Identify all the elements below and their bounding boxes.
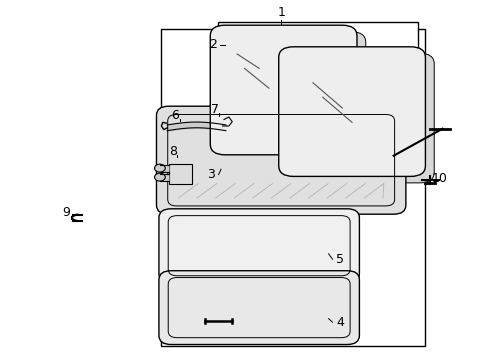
Text: 4: 4 bbox=[335, 316, 343, 329]
Text: 5: 5 bbox=[335, 253, 343, 266]
FancyBboxPatch shape bbox=[159, 209, 359, 283]
Polygon shape bbox=[222, 117, 232, 126]
Text: 7: 7 bbox=[211, 103, 219, 116]
Text: 9: 9 bbox=[62, 206, 70, 219]
FancyBboxPatch shape bbox=[156, 106, 405, 214]
FancyBboxPatch shape bbox=[159, 271, 359, 345]
Text: 10: 10 bbox=[431, 172, 447, 185]
Text: 1: 1 bbox=[277, 6, 285, 19]
FancyBboxPatch shape bbox=[210, 25, 356, 155]
FancyBboxPatch shape bbox=[219, 32, 365, 161]
Text: 8: 8 bbox=[169, 145, 177, 158]
Bar bbox=[217, 22, 417, 180]
Text: 2: 2 bbox=[208, 39, 216, 51]
FancyBboxPatch shape bbox=[278, 47, 425, 176]
Bar bbox=[168, 164, 192, 184]
FancyBboxPatch shape bbox=[287, 53, 433, 183]
Text: 6: 6 bbox=[171, 109, 179, 122]
Text: 3: 3 bbox=[207, 168, 215, 181]
Bar bbox=[161, 29, 425, 346]
Ellipse shape bbox=[154, 173, 165, 181]
Ellipse shape bbox=[154, 164, 165, 172]
